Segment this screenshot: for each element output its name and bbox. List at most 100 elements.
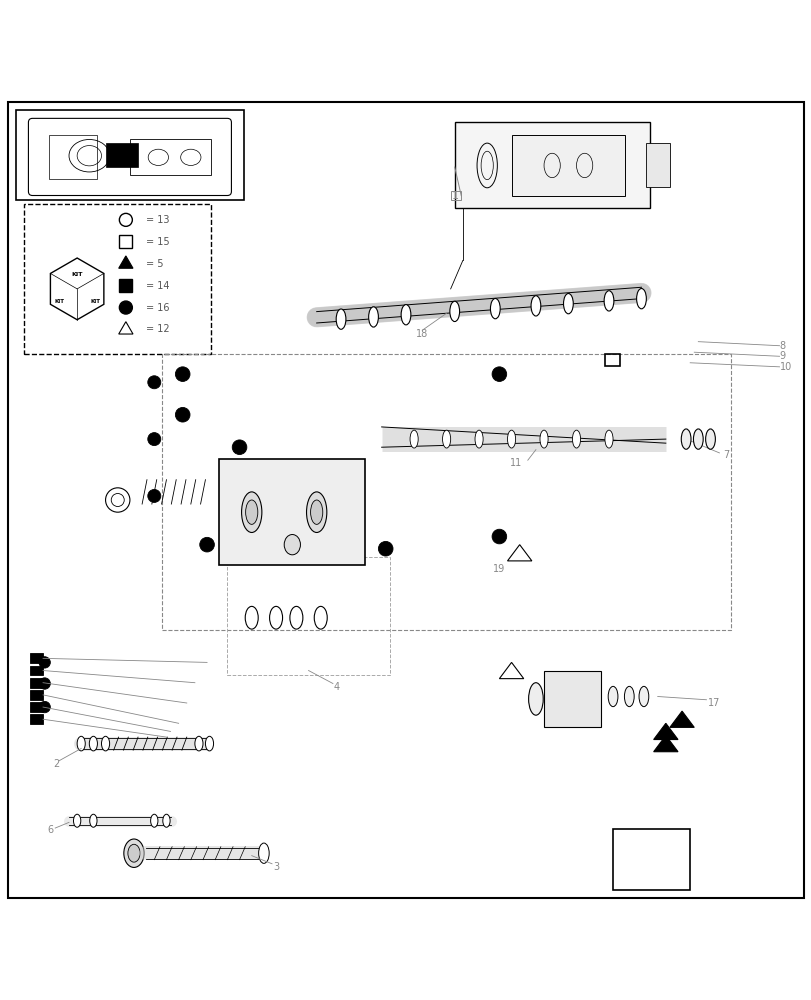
Text: 6: 6 [47, 825, 54, 835]
Bar [604, 354, 619, 366]
Circle shape [378, 541, 393, 556]
Bar [227, 557, 389, 675]
Ellipse shape [705, 429, 714, 449]
Ellipse shape [77, 736, 85, 751]
Circle shape [119, 301, 132, 314]
Ellipse shape [607, 686, 617, 707]
Ellipse shape [442, 430, 450, 448]
Bar [30, 690, 43, 700]
Ellipse shape [530, 296, 540, 316]
Bar [645, 143, 669, 187]
Ellipse shape [311, 500, 322, 524]
Text: = 12: = 12 [146, 324, 169, 334]
Text: = 16: = 16 [146, 303, 169, 313]
Ellipse shape [693, 429, 702, 449]
Ellipse shape [123, 839, 144, 867]
Circle shape [329, 541, 344, 556]
Bar [30, 653, 43, 663]
Bar [511, 135, 624, 196]
Ellipse shape [474, 430, 483, 448]
Polygon shape [629, 845, 677, 865]
Ellipse shape [290, 606, 303, 629]
Ellipse shape [127, 844, 139, 862]
Text: 1: 1 [451, 191, 458, 201]
Ellipse shape [528, 683, 543, 715]
Text: 3: 3 [272, 862, 279, 872]
Circle shape [148, 433, 161, 446]
Ellipse shape [284, 535, 300, 555]
Ellipse shape [680, 429, 690, 449]
Text: 19: 19 [492, 564, 505, 574]
Ellipse shape [245, 606, 258, 629]
Ellipse shape [89, 736, 97, 751]
Circle shape [175, 367, 190, 381]
Bar [119, 279, 132, 292]
Ellipse shape [539, 430, 547, 448]
Text: 17: 17 [707, 698, 720, 708]
Bar [24, 204, 211, 354]
Bar [119, 235, 132, 248]
Text: 4: 4 [333, 682, 340, 692]
Ellipse shape [638, 686, 648, 707]
Ellipse shape [258, 843, 268, 863]
Ellipse shape [307, 492, 326, 532]
Ellipse shape [507, 430, 515, 448]
Circle shape [148, 489, 161, 502]
Text: KIT: KIT [71, 272, 83, 277]
Text: = 15: = 15 [146, 237, 169, 247]
Text: KIT: KIT [90, 299, 100, 304]
Ellipse shape [314, 606, 327, 629]
Ellipse shape [205, 736, 213, 751]
Ellipse shape [490, 298, 500, 319]
Text: 2: 2 [54, 759, 60, 769]
Circle shape [39, 701, 50, 713]
Ellipse shape [269, 606, 282, 629]
Ellipse shape [636, 289, 646, 309]
Ellipse shape [162, 814, 169, 827]
Ellipse shape [336, 309, 345, 329]
Text: = 13: = 13 [146, 215, 169, 225]
Polygon shape [624, 849, 637, 865]
Polygon shape [653, 735, 677, 752]
Ellipse shape [245, 500, 257, 524]
Text: 11: 11 [508, 458, 521, 468]
Bar [543, 671, 600, 727]
Polygon shape [118, 256, 133, 268]
Circle shape [148, 376, 161, 389]
Bar [105, 143, 138, 167]
Text: KIT: KIT [54, 299, 64, 304]
Ellipse shape [195, 736, 203, 751]
Circle shape [491, 529, 506, 544]
Circle shape [39, 657, 50, 668]
Bar [454, 122, 649, 208]
Bar [450, 191, 461, 200]
Ellipse shape [368, 307, 378, 327]
Circle shape [232, 440, 247, 455]
Text: = 14: = 14 [146, 281, 169, 291]
Bar [30, 678, 43, 688]
Circle shape [39, 678, 50, 689]
Ellipse shape [449, 301, 459, 322]
Ellipse shape [604, 430, 612, 448]
Ellipse shape [572, 430, 580, 448]
Bar [612, 829, 689, 890]
Text: 8: 8 [779, 341, 785, 351]
Bar [30, 666, 43, 675]
Circle shape [111, 494, 124, 506]
Ellipse shape [401, 305, 410, 325]
Text: 7: 7 [723, 450, 729, 460]
Text: = 5: = 5 [146, 259, 164, 269]
Ellipse shape [89, 814, 97, 827]
Circle shape [200, 537, 214, 552]
Ellipse shape [74, 814, 80, 827]
Ellipse shape [151, 814, 157, 827]
Circle shape [491, 367, 506, 381]
Bar [49, 135, 97, 179]
Ellipse shape [410, 430, 418, 448]
Bar [219, 459, 365, 565]
Bar [30, 714, 43, 724]
Ellipse shape [563, 293, 573, 314]
Bar [16, 110, 243, 200]
Text: 18: 18 [415, 329, 428, 339]
Ellipse shape [241, 492, 261, 532]
